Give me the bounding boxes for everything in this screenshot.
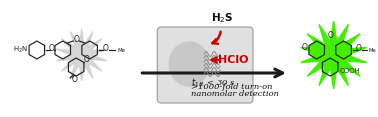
Polygon shape	[56, 29, 107, 81]
Text: O: O	[103, 44, 108, 53]
Text: Me: Me	[369, 48, 376, 53]
Text: HClO: HClO	[218, 55, 248, 65]
Text: O: O	[83, 55, 89, 64]
FancyArrowPatch shape	[142, 69, 283, 77]
Text: O: O	[356, 44, 361, 53]
Polygon shape	[309, 41, 324, 59]
FancyArrowPatch shape	[212, 57, 218, 62]
Text: H$_2$S: H$_2$S	[211, 11, 233, 25]
Text: Me: Me	[118, 48, 125, 53]
Text: O: O	[71, 75, 77, 84]
Polygon shape	[301, 21, 367, 89]
Text: O: O	[302, 42, 308, 51]
FancyBboxPatch shape	[157, 27, 253, 103]
Polygon shape	[336, 41, 351, 59]
Text: COOH: COOH	[340, 68, 361, 74]
Text: O: O	[49, 44, 55, 53]
Text: H$_2$N: H$_2$N	[13, 45, 28, 55]
FancyArrowPatch shape	[212, 32, 221, 44]
Text: O: O	[327, 31, 333, 40]
Ellipse shape	[169, 42, 209, 86]
Text: O: O	[73, 35, 79, 44]
Text: >1000-fold turn-on: >1000-fold turn-on	[191, 83, 273, 91]
Text: $t_{1/2}$ < 30 s: $t_{1/2}$ < 30 s	[191, 76, 235, 89]
Text: nanomolar detection: nanomolar detection	[191, 90, 279, 98]
